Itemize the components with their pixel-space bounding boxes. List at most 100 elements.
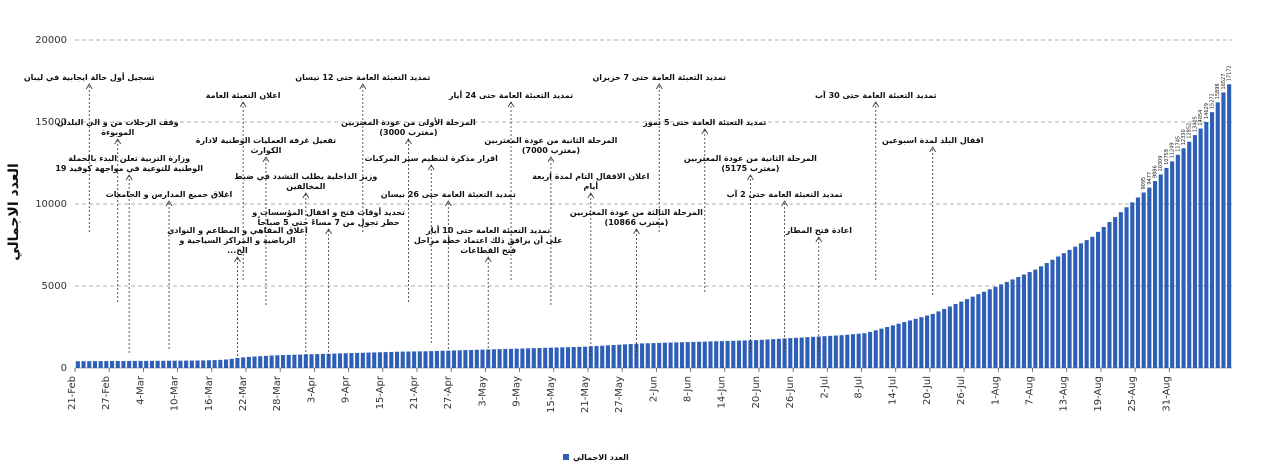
annotation-arrowhead [125,174,133,181]
annotation-arrowhead [701,128,709,135]
bar [1044,263,1049,368]
bar [372,352,377,368]
x-tick-label: 1-Aug [990,376,1001,405]
bar [360,352,365,368]
x-tick-label: 14-Jun [717,376,728,409]
bar [588,346,593,368]
bar [600,345,605,368]
bar [565,347,571,368]
legend: العدد الاجمالي [563,453,629,462]
bar [651,343,656,368]
x-tick-label: 28-Mar [272,375,283,411]
bar [953,304,958,368]
bar [75,361,80,368]
annotation-arrowhead [815,236,823,243]
annotation-text: المرحلة الثالثة من عودة المغتربين (10866 … [570,208,703,227]
annotation-text: تمديد التعبئة العامة حتى 12 نيسان [295,73,430,82]
bar [212,360,217,368]
bar [845,334,850,368]
bar [913,318,918,368]
x-tick-label: 8-Jul [854,376,865,399]
x-tick-label: 20-Jul [922,376,933,405]
annotation-text: المرحلة الثانية من عودة المغتربين (7000 م… [484,136,617,155]
bar [383,352,388,368]
bar [178,360,183,368]
bar [1056,256,1061,368]
bar [776,338,781,368]
bar [423,351,428,368]
y-axis-label: العدد الاجمالي [6,163,22,260]
bar [320,353,325,368]
annotation-arrowhead [484,256,492,263]
annotation-text: تمديد التعبئة العامة حتى 5 تموز [642,118,766,127]
annotation-arrowhead [872,101,880,108]
y-axis-ticks: 0 5000 10000 15000 20000 [35,35,67,374]
bar [206,360,211,368]
bar [879,328,884,368]
x-tick-label: 27-Feb [101,376,112,410]
data-label: 12330 [1181,129,1187,145]
bar [275,355,280,368]
bar [554,347,559,368]
bar [543,347,548,368]
bar [668,342,673,368]
bar [719,341,724,368]
x-tick-label: 13-Aug [1059,376,1070,412]
data-label: 10309 [1158,156,1164,172]
bar [964,299,970,368]
bar [685,342,690,368]
bar [537,347,542,368]
bar [799,337,804,368]
bar [309,354,314,368]
data-label: 15272 [1210,93,1216,109]
annotation-text: اغلاق المقاهي و المطاعم و النوادي الرياضي… [167,226,308,255]
data-label: 9886 [1153,165,1159,178]
x-tick-label: 27-May [614,376,625,413]
bar [480,349,485,368]
bar [1084,240,1089,368]
bar [486,349,491,368]
annotation-arrowhead [427,164,435,171]
bar [1021,274,1027,368]
bar [662,342,667,368]
y-tick-label: 20000 [35,35,67,46]
bar [1181,148,1186,368]
bar [92,361,98,368]
data-label: 14054 [1198,110,1204,126]
bar [754,340,759,368]
bar [611,345,616,368]
x-tick-label: 9-Apr [341,375,352,403]
legend-swatch [563,454,569,460]
bar [674,342,679,368]
bar [127,360,132,368]
bar [1175,154,1180,368]
data-label: 9477 [1147,172,1153,185]
bar [412,351,417,368]
bar [286,354,291,368]
annotation-text: وقف الرحلات من و الى البلدان الموبوءة [57,118,179,137]
bar [765,339,770,368]
bar [144,360,149,368]
bar [138,360,143,368]
bar [793,337,799,368]
x-tick-label: 14-Jul [888,376,899,405]
annotation-arrowhead [405,138,412,145]
bar [947,306,952,368]
bar [1170,161,1175,368]
bar [560,347,565,368]
annotation-text: تفعيل غرفة العمليات الوطنية لادارة الكوار… [196,136,336,155]
bar [1010,279,1015,368]
bar [520,348,525,368]
bar [1101,226,1106,368]
bar [628,344,633,368]
x-tick-label: 3-May [477,376,488,407]
bar [702,341,707,368]
bar [982,291,987,368]
bar [104,361,109,368]
bar [731,340,736,368]
annotation-text: تمديد التعبئة العامة حتى 10 أيار على أن ي… [414,225,563,255]
bar [742,340,747,368]
annotation-arrowhead [325,228,332,235]
bar [115,361,120,368]
